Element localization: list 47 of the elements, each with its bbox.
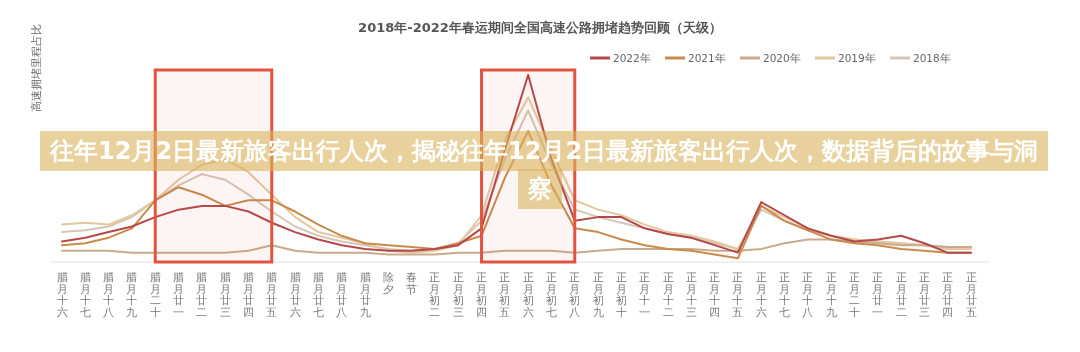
x-tick-label: 正月二十 [848,271,860,318]
x-tick-label: 腊月廿六 [289,271,301,318]
x-tick-label: 正月初六 [522,271,534,318]
x-tick-label: 腊月十六 [56,271,68,318]
x-tick-label: 腊月廿三 [219,271,231,318]
x-tick-label: 腊月廿五 [266,271,278,318]
x-tick-label: 正月十七 [779,271,791,318]
legend-label: 2018年 [913,52,951,64]
x-tick-label: 腊月廿七 [312,271,324,318]
x-tick-label: 腊月廿九 [359,271,371,318]
x-tick-label: 腊月廿四 [242,271,254,318]
x-tick-label: 正月初八 [569,271,581,318]
x-tick-label: 正月十四 [709,271,721,318]
x-tick-label: 正月初九 [592,271,604,318]
x-tick-label: 腊月十七 [79,271,91,318]
legend-label: 2019年 [838,52,876,64]
x-tick-label: 腊月十九 [126,271,138,318]
x-tick-label: 正月十五 [732,271,744,318]
x-tick-label: 腊月廿八 [336,271,348,318]
x-tick-label: 腊月廿一 [173,271,185,318]
x-tick-label: 正月廿一 [872,271,884,318]
x-tick-label: 正月初三 [452,271,464,318]
legend-label: 2022年 [613,52,651,64]
x-tick-label: 正月十六 [755,271,767,318]
chart-title: 2018年-2022年春运期间全国高速公路拥堵趋势回顾（天级） [358,20,722,35]
x-tick-label: 正月初七 [545,271,557,318]
x-tick-label: 腊月二十 [149,271,161,318]
x-tick-label: 正月十一 [639,271,651,318]
x-tick-label: 正月廿三 [918,271,930,318]
x-tick-label: 正月初十 [615,271,627,318]
x-tick-label: 春节 [406,271,418,295]
x-tick-label: 腊月廿二 [196,271,208,318]
x-tick-label: 正月初四 [476,271,488,318]
x-tick-label: 正月廿二 [895,271,907,318]
legend-label: 2020年 [763,52,801,64]
x-tick-label: 正月廿四 [942,271,954,318]
x-tick-label: 正月十八 [802,271,814,318]
x-tick-label: 正月十三 [685,271,697,318]
x-tick-label: 正月初二 [429,271,441,318]
x-tick-label: 腊月十八 [103,271,115,318]
x-tick-label: 正月十九 [825,271,837,318]
x-tick-label: 正月初五 [499,271,511,318]
x-tick-label: 正月廿五 [965,271,977,318]
y-axis-title: 高速拥堵里程占比 [30,24,43,112]
x-tick-label: 正月十二 [662,271,674,318]
legend-label: 2021年 [688,52,726,64]
x-tick-label: 除夕 [382,271,394,295]
